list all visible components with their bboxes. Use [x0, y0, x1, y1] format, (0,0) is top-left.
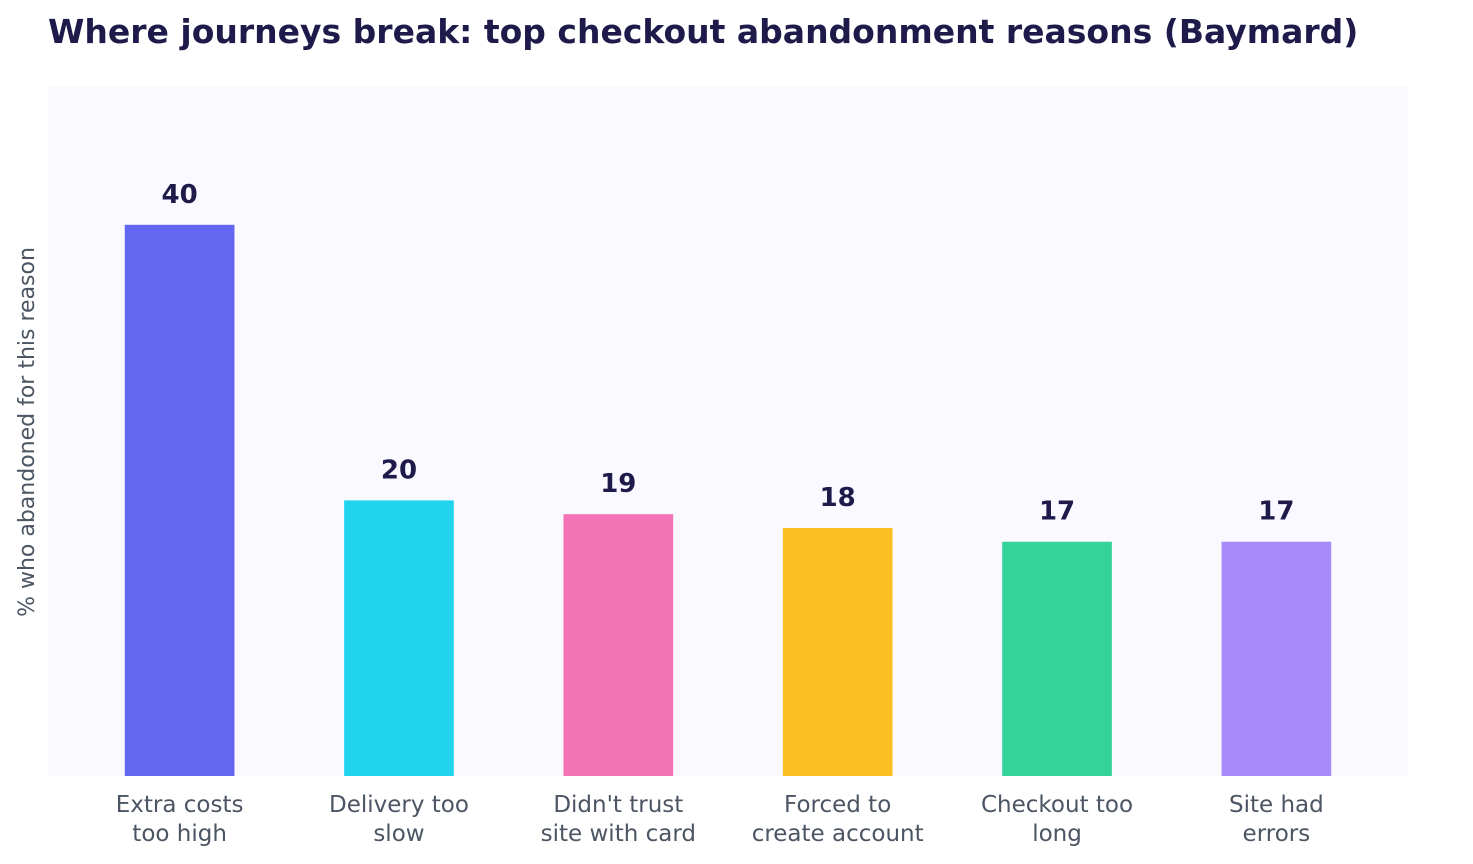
bar [563, 514, 674, 776]
x-tick-label: Extra costs too high [116, 792, 244, 847]
x-tick-label-line: Forced to [784, 792, 891, 818]
x-tick-label-line: too high [132, 821, 227, 847]
y-axis-label: % who abandoned for this reason [15, 247, 40, 617]
x-tick-labels-layer: Extra costs too high Delivery too slow Didn'… [116, 792, 1324, 847]
bar-value-label: 18 [820, 483, 856, 513]
x-tick-label-line: Site had [1229, 792, 1324, 818]
value-labels-layer: 40 20 19 18 17 17 [162, 180, 1295, 527]
x-tick-label-line: slow [373, 821, 424, 847]
bar [1002, 541, 1112, 776]
x-tick-label-line: Extra costs [116, 792, 244, 818]
plot-area [48, 87, 1408, 776]
bars-layer [124, 224, 1332, 777]
x-tick-label-line: errors [1243, 821, 1311, 847]
x-tick-label: Forced to create account [752, 792, 924, 847]
x-tick-label-line: create account [752, 821, 924, 847]
x-tick-label: Delivery too slow [329, 792, 469, 847]
x-tick-label-line: site with card [541, 821, 696, 847]
x-tick-label: Site had errors [1229, 792, 1324, 847]
bar-value-label: 20 [381, 455, 417, 485]
bar [782, 527, 893, 776]
bar-value-label: 19 [600, 469, 636, 499]
x-tick-label: Checkout too long [981, 792, 1133, 847]
x-tick-label: Didn't trust site with card [541, 792, 696, 847]
bar-value-label: 17 [1258, 497, 1294, 527]
bar [124, 224, 235, 777]
bar [1221, 541, 1332, 776]
x-tick-label-line: Checkout too [981, 792, 1133, 818]
x-tick-label-line: Didn't trust [553, 792, 683, 818]
bar-value-label: 17 [1039, 497, 1075, 527]
bar-value-label: 40 [162, 180, 198, 210]
x-tick-label-line: long [1032, 821, 1082, 847]
x-tick-label-line: Delivery too [329, 792, 469, 818]
chart-title: Where journeys break: top checkout aband… [48, 12, 1359, 51]
bar [344, 500, 454, 776]
